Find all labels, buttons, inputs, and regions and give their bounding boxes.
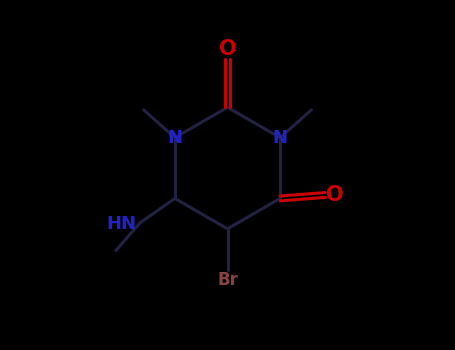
Text: O: O [219, 39, 236, 59]
Text: Br: Br [217, 271, 238, 289]
Text: N: N [273, 129, 288, 147]
Text: O: O [326, 185, 344, 205]
Text: HN: HN [106, 216, 136, 233]
Text: N: N [167, 129, 182, 147]
